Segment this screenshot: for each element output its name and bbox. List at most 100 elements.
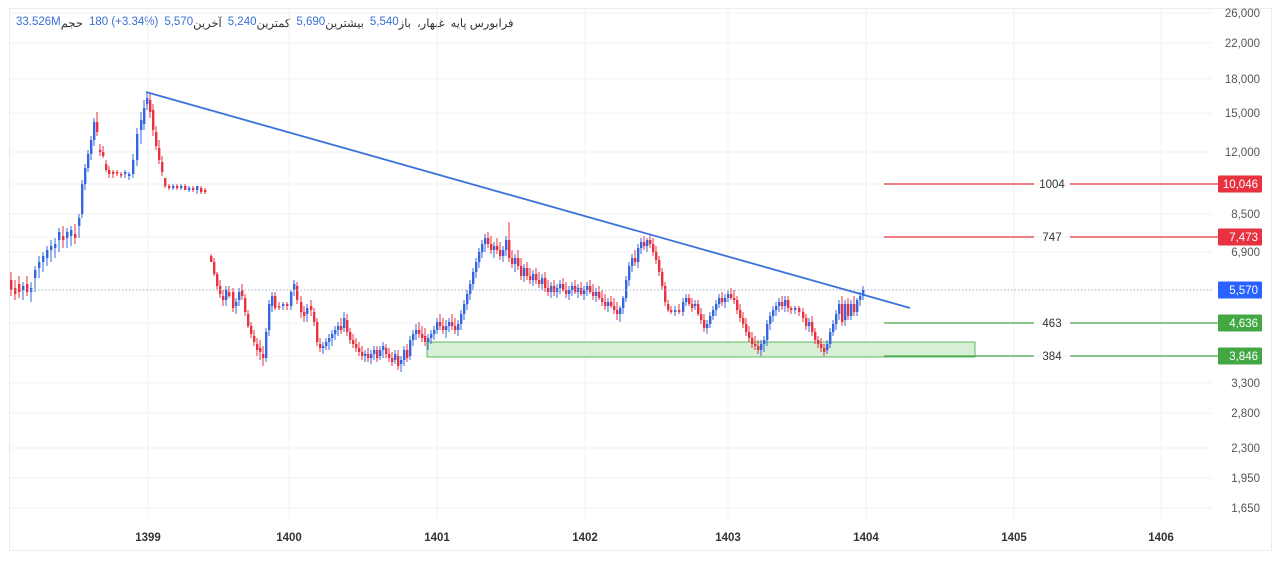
support-zone[interactable]: [426, 341, 976, 358]
low-value: 5,240: [227, 16, 257, 28]
trendline[interactable]: [145, 91, 911, 309]
volume-label: حجم: [60, 18, 83, 30]
x-tick-label: 1402: [572, 532, 598, 544]
candle-body: [448, 322, 451, 326]
candle-body: [192, 188, 195, 190]
candle-body: [802, 312, 805, 318]
candle-body: [433, 330, 436, 334]
candle-body: [790, 308, 793, 310]
candle-body: [132, 160, 135, 174]
resistance-1-badge: [1218, 175, 1262, 193]
candle-body: [823, 348, 826, 352]
candle-body: [436, 322, 439, 330]
y-tick-label: 12,000: [1225, 147, 1260, 159]
candle-body: [694, 304, 697, 306]
candle-body: [763, 340, 766, 344]
candle-body: [674, 310, 677, 312]
candle-body: [427, 338, 430, 342]
candle-body: [715, 304, 718, 310]
support-1-label: 463: [1042, 318, 1061, 330]
candle-body: [394, 354, 397, 360]
candle-body: [634, 258, 637, 262]
candle-body: [34, 270, 37, 278]
y-tick-label: 2,300: [1231, 443, 1260, 455]
candle-body: [682, 302, 685, 312]
candle-body: [775, 306, 778, 310]
candle-body: [631, 258, 634, 266]
candle-body: [10, 280, 13, 290]
horizontal-levels[interactable]: 1004 747 463 384: [10, 179, 1218, 363]
candle-body: [84, 168, 87, 184]
candle-body: [128, 174, 131, 176]
candle-body: [296, 286, 299, 300]
candle-body: [90, 140, 93, 154]
candle-body: [271, 296, 274, 306]
candle-body: [568, 290, 571, 294]
candle-body: [529, 276, 532, 280]
candle-body: [361, 352, 364, 356]
candle-body: [274, 296, 277, 308]
candle-body: [841, 304, 844, 322]
candle-body: [553, 286, 556, 292]
candle-body: [445, 326, 448, 330]
candle-body: [745, 324, 748, 332]
candle-body: [718, 298, 721, 304]
y-tick-label: 2,800: [1231, 408, 1260, 420]
candle-body: [505, 240, 508, 250]
resistance-2-badge-text: 7,473: [1229, 232, 1258, 244]
candle-body: [724, 298, 727, 302]
candle-body: [829, 332, 832, 344]
candle-body: [794, 308, 797, 310]
candle-body: [364, 354, 367, 356]
candle-body: [670, 310, 673, 312]
x-tick-label: 1399: [135, 532, 161, 544]
candle-body: [310, 306, 313, 310]
candle-body: [418, 330, 421, 334]
candle-body: [781, 302, 784, 306]
descending-trendline[interactable]: [145, 91, 911, 309]
candle-body: [490, 244, 493, 250]
candle-body: [844, 304, 847, 320]
candle-body: [469, 284, 472, 294]
candle-body: [268, 304, 271, 330]
candle-body: [493, 246, 496, 250]
candle-body: [343, 318, 346, 328]
candle-body: [155, 132, 158, 146]
candle-body: [93, 122, 96, 140]
y-tick-label: 3,300: [1231, 378, 1260, 390]
candle-body: [238, 292, 241, 300]
candle-body: [322, 346, 325, 348]
candle-body: [487, 238, 490, 244]
candle-body: [290, 292, 293, 306]
candle-body: [565, 290, 568, 294]
candle-body: [349, 332, 352, 340]
candle-body: [454, 326, 457, 330]
candle-body: [81, 184, 84, 214]
candle-body: [306, 308, 309, 314]
time-axis[interactable]: 1399 1400 1401 1402 1403 1404 1405 1406: [135, 532, 1174, 544]
support-zone-rect[interactable]: [426, 341, 976, 358]
candle-body: [105, 164, 108, 170]
candle-body: [678, 310, 681, 312]
resistance-2-badge: [1218, 228, 1262, 246]
candle-body: [580, 288, 583, 294]
resistance-1-label: 1004: [1039, 179, 1065, 191]
candle-body: [499, 250, 502, 256]
candle-body: [628, 266, 631, 280]
high-value: 5,690: [296, 16, 326, 28]
candle-body: [222, 296, 225, 300]
candle-body: [62, 236, 65, 240]
support-2-label: 384: [1042, 351, 1062, 363]
price-axis[interactable]: 26,000 22,000 18,000 15,000 12,000 8,500 6,900…: [1218, 8, 1262, 515]
candle-body: [460, 314, 463, 324]
candle-body: [784, 300, 787, 306]
candle-body: [664, 286, 667, 302]
candle-body: [278, 306, 281, 308]
candle-body: [400, 360, 403, 364]
last-price-badge: [1218, 281, 1262, 299]
candle-body: [424, 336, 427, 342]
y-tick-label: 6,900: [1231, 247, 1260, 259]
candle-body: [451, 322, 454, 326]
candle-body: [727, 294, 730, 298]
